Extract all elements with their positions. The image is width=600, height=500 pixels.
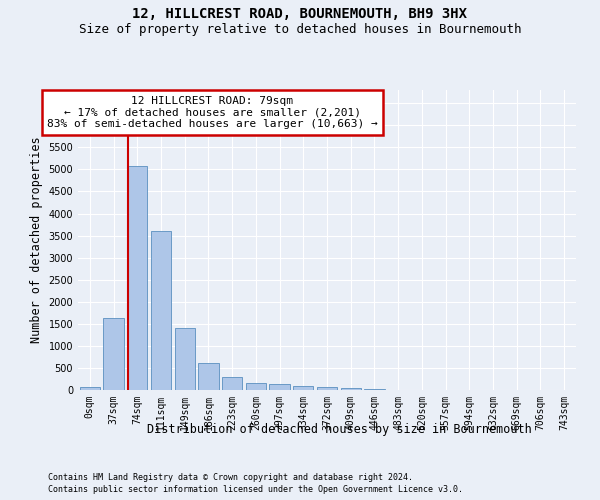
- Text: Contains HM Land Registry data © Crown copyright and database right 2024.: Contains HM Land Registry data © Crown c…: [48, 472, 413, 482]
- Bar: [293, 386, 313, 390]
- Bar: [175, 328, 195, 390]
- Bar: [269, 384, 290, 390]
- Bar: [341, 388, 361, 390]
- Text: Size of property relative to detached houses in Bournemouth: Size of property relative to detached ho…: [79, 22, 521, 36]
- Bar: [103, 318, 124, 390]
- Text: 12, HILLCREST ROAD, BOURNEMOUTH, BH9 3HX: 12, HILLCREST ROAD, BOURNEMOUTH, BH9 3HX: [133, 8, 467, 22]
- Bar: [80, 388, 100, 390]
- Y-axis label: Number of detached properties: Number of detached properties: [30, 136, 43, 344]
- Bar: [127, 166, 148, 390]
- Text: 12 HILLCREST ROAD: 79sqm
← 17% of detached houses are smaller (2,201)
83% of sem: 12 HILLCREST ROAD: 79sqm ← 17% of detach…: [47, 96, 378, 129]
- Bar: [151, 231, 171, 390]
- Text: Distribution of detached houses by size in Bournemouth: Distribution of detached houses by size …: [146, 422, 532, 436]
- Bar: [222, 377, 242, 390]
- Bar: [317, 387, 337, 390]
- Bar: [364, 389, 385, 390]
- Bar: [246, 383, 266, 390]
- Text: Contains public sector information licensed under the Open Government Licence v3: Contains public sector information licen…: [48, 485, 463, 494]
- Bar: [199, 363, 218, 390]
